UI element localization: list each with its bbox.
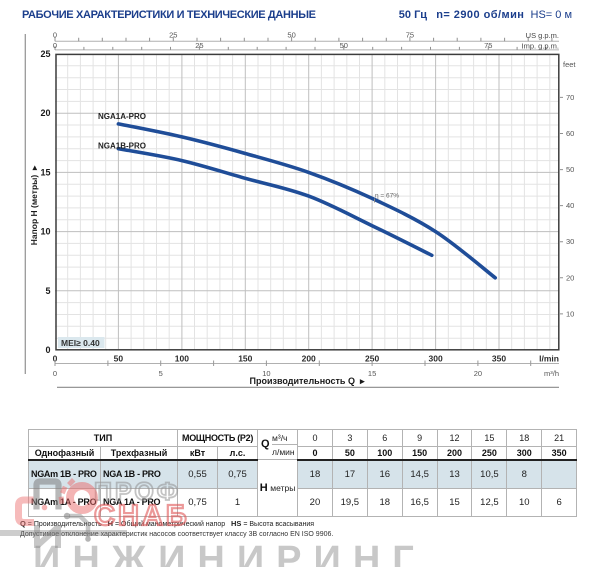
svg-text:0: 0 [53, 41, 57, 50]
svg-text:50: 50 [114, 354, 124, 364]
svg-text:10: 10 [40, 227, 50, 237]
svg-text:0: 0 [53, 369, 57, 378]
svg-text:NGA1A-PRO: NGA1A-PRO [98, 112, 146, 121]
svg-text:150: 150 [238, 354, 252, 364]
svg-text:NGA1B-PRO: NGA1B-PRO [98, 142, 146, 151]
svg-text:10: 10 [566, 309, 574, 318]
svg-text:Напор H (метры) ▸: Напор H (метры) ▸ [29, 165, 39, 245]
svg-text:US g.p.m.: US g.p.m. [526, 31, 559, 40]
svg-text:0: 0 [45, 345, 50, 355]
svg-text:100: 100 [175, 354, 189, 364]
svg-text:15: 15 [368, 369, 376, 378]
svg-text:50: 50 [566, 165, 574, 174]
svg-text:25: 25 [40, 49, 50, 59]
svg-text:75: 75 [406, 31, 414, 40]
svg-text:40: 40 [566, 201, 574, 210]
svg-text:15: 15 [40, 167, 50, 177]
svg-text:20: 20 [566, 273, 574, 282]
svg-text:10: 10 [262, 369, 270, 378]
svg-text:300: 300 [429, 354, 443, 364]
svg-text:l/min: l/min [539, 354, 559, 364]
svg-text:η = 67%: η = 67% [375, 193, 399, 200]
svg-text:350: 350 [492, 354, 506, 364]
svg-text:Imp. g.p.m.: Imp. g.p.m. [521, 42, 559, 51]
svg-text:70: 70 [566, 93, 574, 102]
svg-text:60: 60 [566, 129, 574, 138]
svg-text:Производительность Q ▸: Производительность Q ▸ [250, 376, 365, 386]
svg-text:30: 30 [566, 237, 574, 246]
svg-text:5: 5 [45, 286, 50, 296]
svg-text:25: 25 [195, 41, 203, 50]
svg-text:20: 20 [474, 369, 482, 378]
svg-text:20: 20 [40, 108, 50, 118]
svg-text:5: 5 [159, 369, 163, 378]
svg-text:0: 0 [53, 354, 58, 364]
svg-text:250: 250 [365, 354, 379, 364]
svg-text:m³/h: m³/h [544, 369, 559, 378]
svg-text:25: 25 [169, 31, 177, 40]
svg-text:200: 200 [302, 354, 316, 364]
svg-text:feet: feet [563, 60, 576, 69]
svg-text:50: 50 [287, 31, 295, 40]
svg-text:50: 50 [340, 41, 348, 50]
svg-text:75: 75 [484, 41, 492, 50]
svg-text:MEI≥ 0.40: MEI≥ 0.40 [61, 338, 100, 348]
svg-text:0: 0 [53, 31, 57, 40]
